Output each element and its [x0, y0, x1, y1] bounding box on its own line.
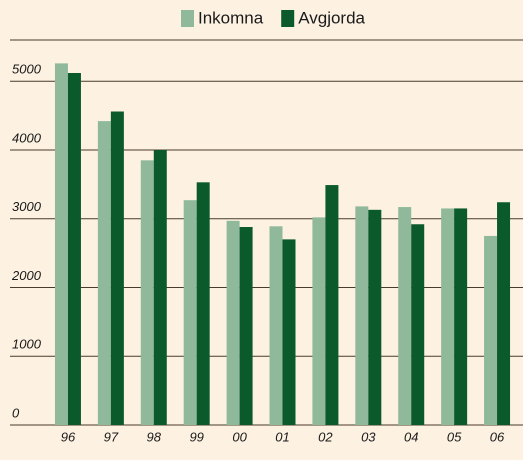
bar — [183, 200, 197, 425]
x-tick-label: 01 — [275, 429, 289, 444]
bar — [497, 202, 511, 425]
x-tick-label: 98 — [147, 429, 162, 444]
bar — [140, 160, 154, 425]
legend-label: Inkomna — [198, 8, 264, 27]
bar — [368, 209, 382, 425]
y-tick-label: 2000 — [11, 268, 42, 283]
bar — [54, 63, 68, 425]
bar — [312, 217, 326, 425]
bar — [239, 227, 253, 425]
bar — [454, 208, 468, 425]
bar — [67, 73, 81, 425]
bar — [411, 224, 425, 425]
x-tick-label: 96 — [61, 429, 76, 444]
bar — [325, 185, 339, 425]
y-tick-label: 1000 — [12, 337, 42, 352]
y-tick-label: 3000 — [12, 199, 42, 214]
bar — [97, 121, 111, 425]
x-tick-label: 99 — [189, 429, 203, 444]
y-tick-label: 5000 — [12, 62, 42, 77]
x-tick-label: 06 — [490, 429, 505, 444]
x-tick-label: 02 — [318, 429, 333, 444]
legend-swatch — [281, 10, 295, 27]
bar — [441, 208, 455, 425]
x-tick-label: 05 — [447, 429, 462, 444]
bar — [269, 226, 283, 425]
bar — [110, 111, 124, 425]
legend-label: Avgjorda — [298, 8, 365, 27]
x-tick-label: 04 — [404, 429, 418, 444]
bar — [484, 235, 498, 425]
y-tick-label: 0 — [12, 405, 20, 420]
bar — [282, 239, 296, 425]
y-tick-label: 4000 — [12, 130, 42, 145]
bar — [153, 150, 167, 425]
bar — [398, 207, 412, 425]
legend-swatch — [181, 10, 194, 27]
x-tick-label: 00 — [232, 429, 247, 444]
bar — [196, 182, 210, 425]
x-tick-label: 03 — [361, 429, 376, 444]
bar — [226, 220, 240, 425]
x-tick-label: 97 — [104, 429, 119, 444]
bar — [355, 206, 369, 425]
